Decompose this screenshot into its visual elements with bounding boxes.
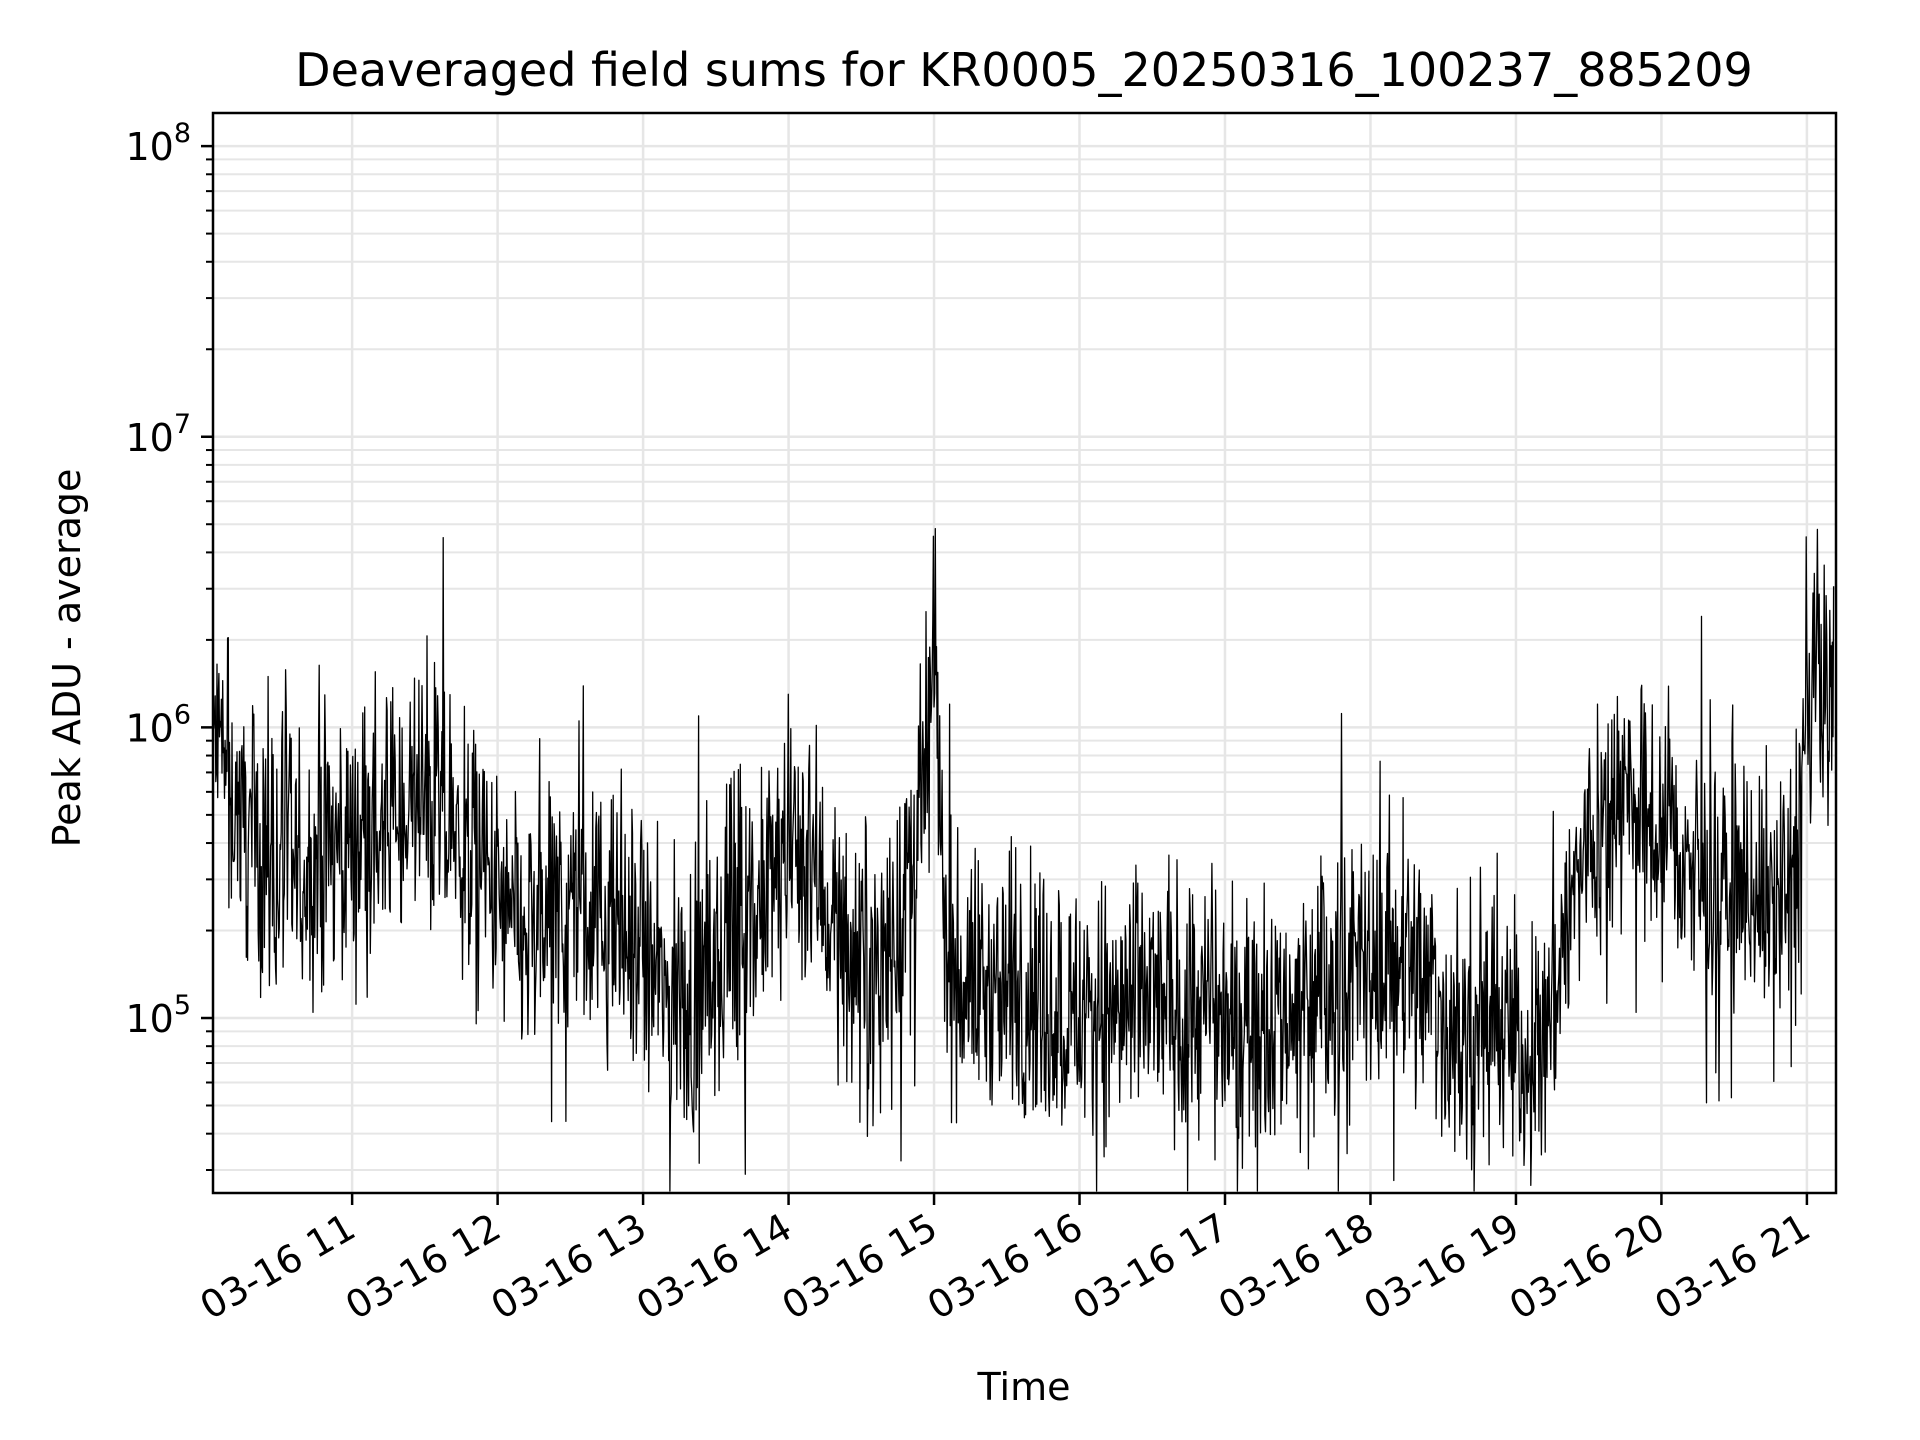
- y-tick-label: 107: [125, 409, 191, 460]
- x-tick-label: 03-16 21: [1647, 1205, 1817, 1329]
- grid: [213, 113, 1836, 1193]
- y-tick-label: 105: [125, 990, 191, 1041]
- x-axis-label: Time: [977, 1365, 1071, 1409]
- y-tick-label: 108: [125, 118, 191, 169]
- x-tick-label: 03-16 15: [775, 1205, 945, 1329]
- y-axis: 105 106 107 108: [125, 118, 213, 1171]
- x-tick-label: 03-16 19: [1356, 1205, 1526, 1329]
- series-path: [213, 527, 1835, 1192]
- series-line: [213, 527, 1835, 1192]
- x-tick-label: 03-16 18: [1211, 1205, 1381, 1329]
- plot-frame: [211, 111, 1838, 1195]
- x-tick-label: 03-16 20: [1502, 1205, 1672, 1329]
- x-tick-label: 03-16 14: [629, 1205, 799, 1329]
- x-tick-label: 03-16 17: [1066, 1205, 1236, 1329]
- y-tick-label: 106: [125, 699, 191, 750]
- y-axis-label: Peak ADU - average: [45, 469, 89, 848]
- x-tick-label: 03-16 11: [193, 1205, 363, 1329]
- x-tick-label: 03-16 12: [338, 1205, 508, 1329]
- x-tick-label: 03-16 13: [484, 1205, 654, 1329]
- chart-title: Deaveraged field sums for KR0005_2025031…: [295, 43, 1753, 97]
- x-tick-label: 03-16 16: [920, 1205, 1090, 1329]
